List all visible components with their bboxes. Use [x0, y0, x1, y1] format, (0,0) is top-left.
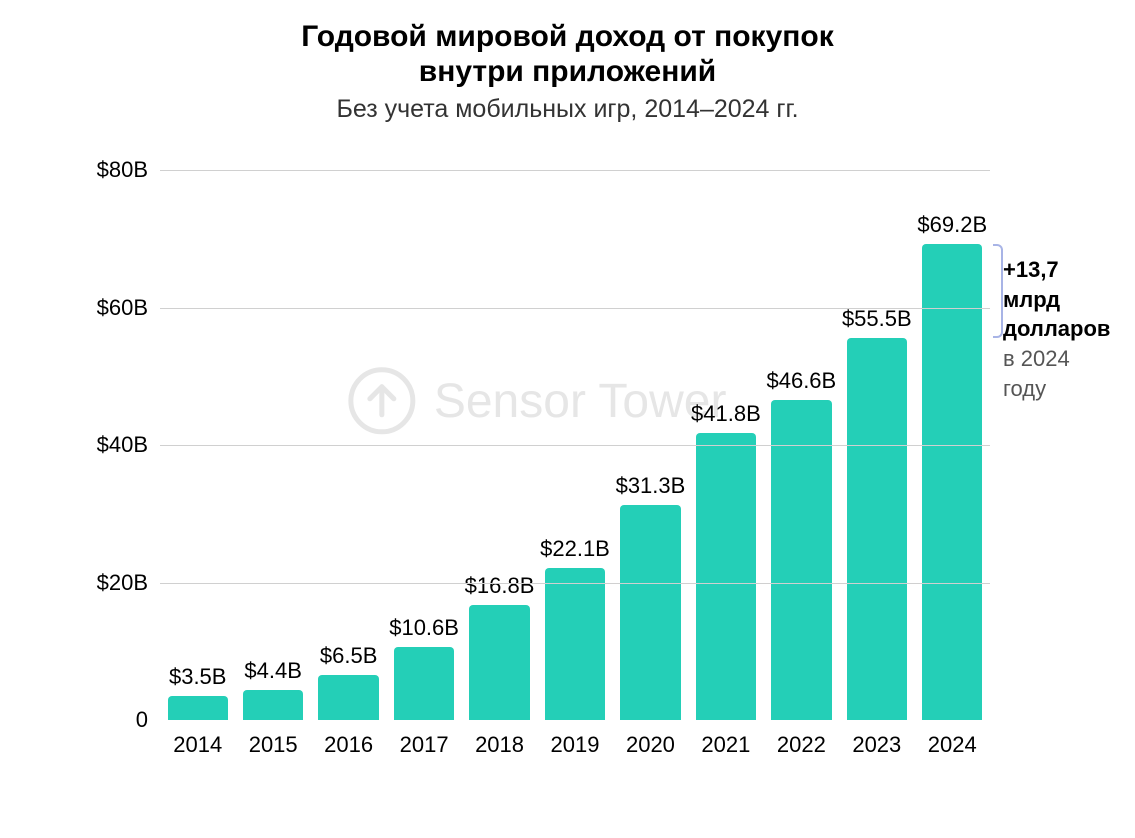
- bar: [394, 647, 454, 720]
- xtick-label: 2023: [839, 732, 914, 758]
- xtick-label: 2020: [613, 732, 688, 758]
- plot-area: Sensor Tower $3.5B$4.4B$6.5B$10.6B$16.8B…: [160, 170, 990, 720]
- bar: [771, 400, 831, 720]
- title-line-2: внутри приложений: [419, 55, 716, 88]
- bar: [696, 433, 756, 720]
- bar: [469, 605, 529, 721]
- ytick-label: $80B: [97, 157, 160, 183]
- bar-value-label: $46.6B: [766, 368, 836, 394]
- chart-area: Sensor Tower $3.5B$4.4B$6.5B$10.6B$16.8B…: [100, 170, 1000, 750]
- bar: [847, 338, 907, 720]
- bar: [922, 244, 982, 720]
- bar-value-label: $31.3B: [616, 473, 686, 499]
- ytick-label: $20B: [97, 570, 160, 596]
- title-line-1: Годовой мировой доход от покупок: [301, 20, 833, 53]
- chart-title: Годовой мировой доход от покупок внутри …: [178, 20, 958, 89]
- chart-subtitle: Без учета мобильных игр, 2014–2024 гг.: [0, 95, 1135, 124]
- bar: [620, 505, 680, 720]
- bar-value-label: $4.4B: [244, 658, 302, 684]
- xtick-label: 2015: [235, 732, 310, 758]
- bar-value-label: $3.5B: [169, 664, 227, 690]
- bar-value-label: $69.2B: [917, 212, 987, 238]
- xtick-label: 2022: [764, 732, 839, 758]
- annotation-rest: в 2024 году: [1003, 346, 1070, 401]
- gridline: [160, 308, 990, 309]
- annotation-text: +13,7 млрд долларов в 2024 году: [1003, 255, 1113, 403]
- bar-value-label: $6.5B: [320, 643, 378, 669]
- bar-value-label: $41.8B: [691, 401, 761, 427]
- xtick-label: 2016: [311, 732, 386, 758]
- bar-value-label: $10.6B: [389, 615, 459, 641]
- bar: [318, 675, 378, 720]
- xtick-label: 2019: [537, 732, 612, 758]
- annotation-bracket: [993, 244, 1003, 338]
- bar: [168, 696, 228, 720]
- bar: [243, 690, 303, 720]
- ytick-label: $60B: [97, 295, 160, 321]
- xtick-label: 2017: [386, 732, 461, 758]
- annotation-bold: +13,7 млрд долларов: [1003, 257, 1110, 341]
- xtick-label: 2014: [160, 732, 235, 758]
- bar: [545, 568, 605, 720]
- bar-value-label: $55.5B: [842, 306, 912, 332]
- bar-value-label: $22.1B: [540, 536, 610, 562]
- xtick-label: 2021: [688, 732, 763, 758]
- x-axis: 2014201520162017201820192020202120222023…: [160, 732, 990, 758]
- gridline: [160, 170, 990, 171]
- chart-container: Годовой мировой доход от покупок внутри …: [0, 0, 1135, 838]
- xtick-label: 2018: [462, 732, 537, 758]
- ytick-label: 0: [136, 707, 160, 733]
- bar-value-label: $16.8B: [465, 573, 535, 599]
- gridline: [160, 445, 990, 446]
- ytick-label: $40B: [97, 432, 160, 458]
- xtick-label: 2024: [915, 732, 990, 758]
- gridline: [160, 583, 990, 584]
